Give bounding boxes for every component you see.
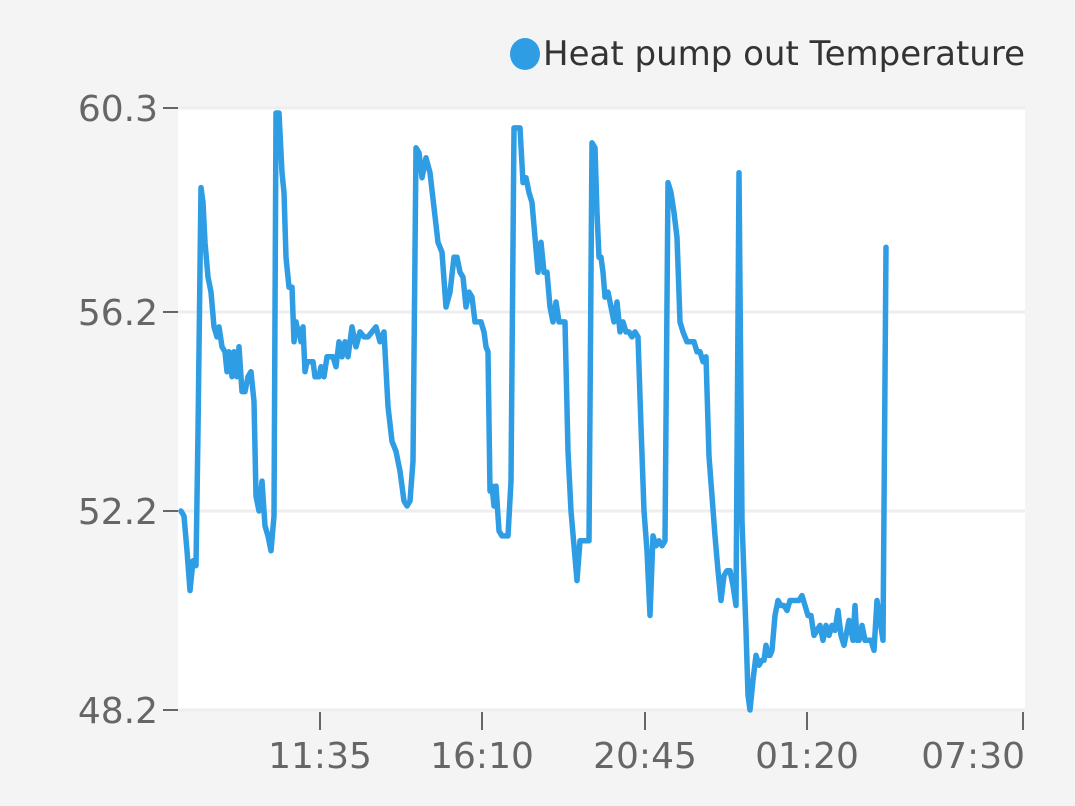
y-tick-label: 60.3 [78,89,158,130]
x-tick-label: 07:30 [921,736,1025,777]
chart-legend[interactable]: Heat pump out Temperature [510,34,1025,74]
y-axis: 48.2 52.2 56.2 60.3 [78,89,178,732]
series-line-heat-pump-out-temperature[interactable] [178,110,889,713]
x-tick-label: 16:10 [430,736,534,777]
x-tick-label: 01:20 [755,736,859,777]
y-tick-label: 56.2 [78,293,158,334]
y-tick-label: 48.2 [78,691,158,732]
legend-swatch-icon [510,38,541,70]
x-tick-label: 20:45 [593,736,697,777]
x-axis: 11:35 16:10 20:45 01:20 07:30 [268,712,1025,777]
y-tick-label: 52.2 [78,492,158,533]
legend-label: Heat pump out Temperature [543,34,1025,74]
x-tick-label: 11:35 [268,736,372,777]
plot-area [178,108,1025,710]
